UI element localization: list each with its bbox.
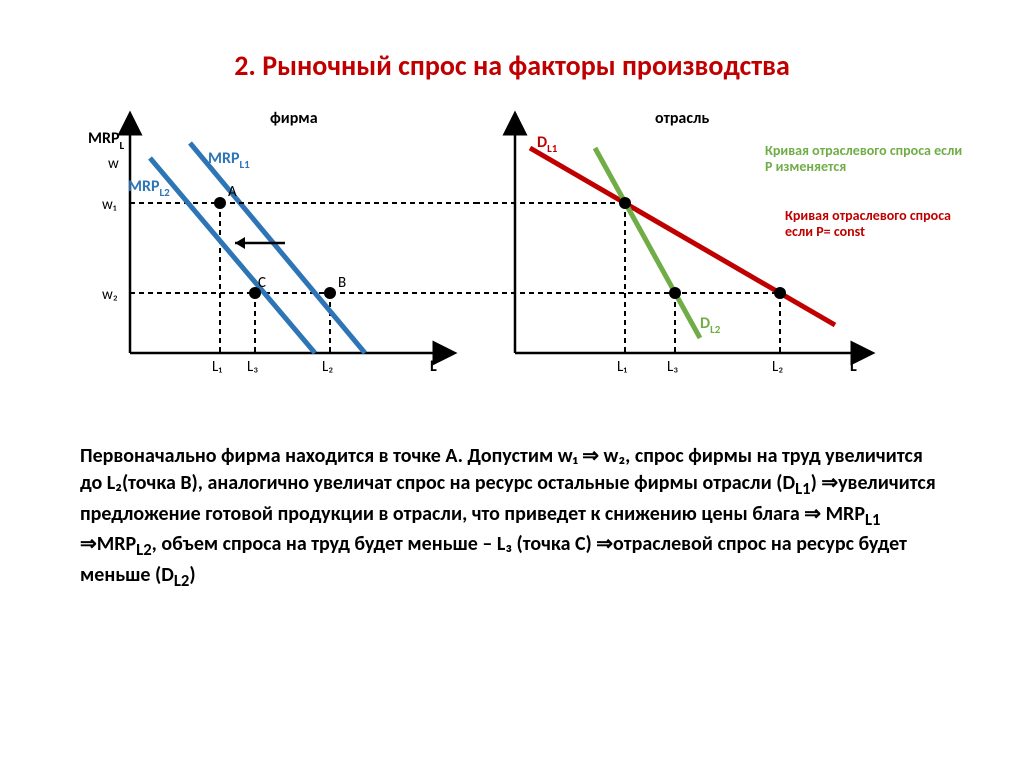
shift-arrow-head bbox=[235, 237, 245, 249]
mrp-l2-label: MRPL2 bbox=[128, 177, 170, 199]
chart-firm-svg: фирма MRPL w w₁ w₂ A B C L₁ L₃ L₂ L MRPL… bbox=[60, 103, 460, 403]
explanation-text: Первоначально фирма находится в точке А.… bbox=[0, 443, 1024, 592]
label-B: B bbox=[338, 274, 346, 292]
point-B bbox=[324, 287, 336, 299]
tick-L1-r: L₁ bbox=[617, 358, 627, 376]
slide-title: 2. Рыночный спрос на факторы производств… bbox=[0, 0, 1024, 83]
dl2-label: DL2 bbox=[700, 314, 721, 336]
tick-w2: w₂ bbox=[102, 286, 118, 304]
tick-L2: L₂ bbox=[322, 358, 333, 376]
chart-firm-title: фирма bbox=[270, 109, 318, 128]
x-axis-label: L bbox=[430, 357, 437, 376]
chart-industry-title: отрасль bbox=[655, 109, 709, 128]
pt-r1 bbox=[619, 197, 631, 209]
mrp-l1-label: MRPL1 bbox=[208, 149, 250, 171]
dl1-label: DL1 bbox=[537, 133, 558, 155]
tick-L3: L₃ bbox=[247, 358, 258, 376]
chart-industry: отрасль DL1 DL2 L₁ L₃ L₂ L Кривая отрасл… bbox=[475, 103, 995, 408]
charts-row: фирма MRPL w w₁ w₂ A B C L₁ L₃ L₂ L MRPL… bbox=[0, 103, 1024, 443]
label-C: C bbox=[258, 274, 266, 292]
note-red: Кривая отраслевого спроса если P= const bbox=[785, 208, 980, 240]
tick-L2-r: L₂ bbox=[772, 358, 783, 376]
pt-r2 bbox=[669, 287, 681, 299]
point-A bbox=[214, 197, 226, 209]
dl2-curve bbox=[595, 148, 700, 338]
tick-L3-r: L₃ bbox=[667, 358, 678, 376]
y-axis-label: MRPL bbox=[88, 129, 125, 152]
x-axis-label-r: L bbox=[850, 357, 857, 376]
tick-L1: L₁ bbox=[212, 358, 222, 376]
note-green: Кривая отраслевого спроса если P изменяе… bbox=[765, 143, 970, 175]
mrp-l1-curve bbox=[190, 143, 365, 353]
tick-w: w bbox=[108, 155, 119, 173]
pt-r3 bbox=[774, 287, 786, 299]
label-A: A bbox=[228, 183, 237, 201]
chart-firm: фирма MRPL w w₁ w₂ A B C L₁ L₃ L₂ L MRPL… bbox=[60, 103, 460, 408]
tick-w1: w₁ bbox=[102, 196, 117, 214]
